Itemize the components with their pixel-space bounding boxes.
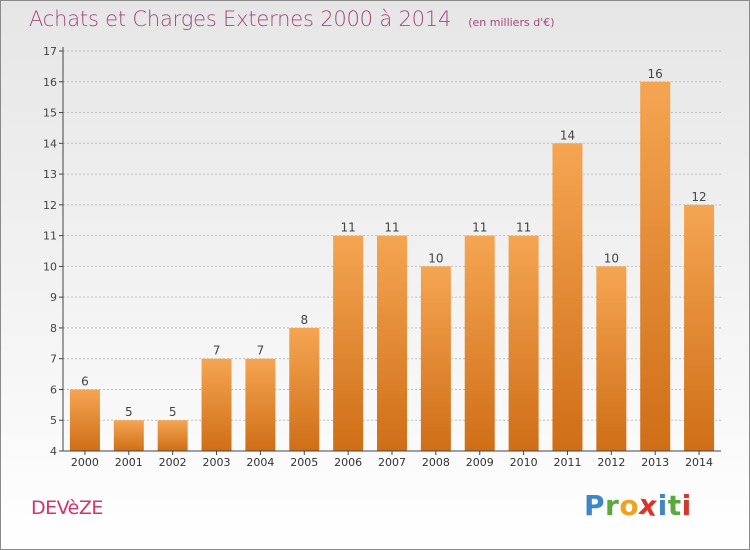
x-tick-label: 2012 (597, 456, 625, 469)
x-tick-label: 2004 (246, 456, 274, 469)
x-tick-label: 2009 (466, 456, 494, 469)
bar-2012 (596, 266, 627, 451)
bar-2009 (464, 235, 495, 451)
x-tick-label: 2011 (553, 456, 581, 469)
chart-title: Achats et Charges Externes 2000 à 2014 (29, 7, 452, 31)
y-tick-label: 4 (50, 445, 57, 458)
bar-value-label: 14 (560, 128, 575, 142)
y-tick-label: 17 (43, 45, 57, 58)
x-tick-label: 2007 (378, 456, 406, 469)
bar-2011 (552, 143, 583, 452)
proxiti-logo[interactable]: Proxiti (584, 487, 692, 524)
y-tick-label: 5 (50, 414, 57, 427)
y-tick-label: 8 (50, 322, 57, 335)
bar-value-label: 5 (169, 405, 177, 419)
x-tick-label: 2001 (115, 456, 143, 469)
y-tick-label: 10 (43, 260, 57, 273)
x-tick-label: 2010 (510, 456, 538, 469)
bar-value-label: 7 (213, 344, 221, 358)
bar-value-label: 11 (340, 221, 355, 235)
bar-2010 (508, 235, 539, 451)
y-tick-label: 15 (43, 107, 57, 120)
bar-2001 (113, 420, 144, 451)
x-tick-label: 2000 (71, 456, 99, 469)
bar-value-label: 11 (516, 221, 531, 235)
x-tick-label: 2006 (334, 456, 362, 469)
bar-2005 (289, 327, 320, 451)
bar-value-label: 10 (428, 251, 443, 265)
bar-value-label: 16 (648, 67, 663, 81)
y-tick-label: 14 (43, 137, 57, 150)
y-tick-label: 13 (43, 168, 57, 181)
x-tick-label: 2013 (641, 456, 669, 469)
bar-2004 (245, 358, 276, 451)
bar-2014 (684, 204, 715, 451)
chart-header: Achats et Charges Externes 2000 à 2014 (… (29, 7, 555, 31)
x-tick-label: 2014 (685, 456, 713, 469)
y-tick-label: 9 (50, 291, 57, 304)
bar-value-label: 11 (384, 221, 399, 235)
x-tick-label: 2003 (203, 456, 231, 469)
chart-subtitle: (en milliers d'€) (468, 16, 555, 29)
bar-value-label: 10 (604, 251, 619, 265)
bar-2006 (333, 235, 364, 451)
bar-value-label: 6 (81, 374, 89, 388)
commune-name: DEVèZE (31, 497, 103, 519)
bar-2007 (377, 235, 407, 451)
bar-2000 (69, 389, 100, 451)
y-tick-label: 11 (43, 230, 57, 243)
bars: 6 5 5 7 7 8 11 11 10 11 11 14 10 16 12 (69, 67, 715, 452)
x-tick-label: 2005 (290, 456, 318, 469)
bar-value-label: 12 (691, 190, 706, 204)
axes: 4 5 6 7 8 9 10 11 12 13 14 15 16 17 2000 2001 2002 2003 20… (43, 45, 721, 469)
bar-2013 (640, 81, 671, 452)
y-tick-label: 16 (43, 76, 57, 89)
bar-value-label: 5 (125, 405, 133, 419)
bar-value-label: 11 (472, 221, 487, 235)
bar-2002 (157, 420, 188, 451)
y-tick-label: 7 (50, 353, 57, 366)
x-tick-label: 2008 (422, 456, 450, 469)
bar-2008 (420, 266, 451, 451)
bar-2003 (201, 358, 232, 451)
x-tick-label: 2002 (159, 456, 187, 469)
y-tick-label: 6 (50, 383, 57, 396)
bar-value-label: 7 (257, 344, 265, 358)
bar-value-label: 8 (300, 313, 308, 327)
y-tick-label: 12 (43, 199, 57, 212)
